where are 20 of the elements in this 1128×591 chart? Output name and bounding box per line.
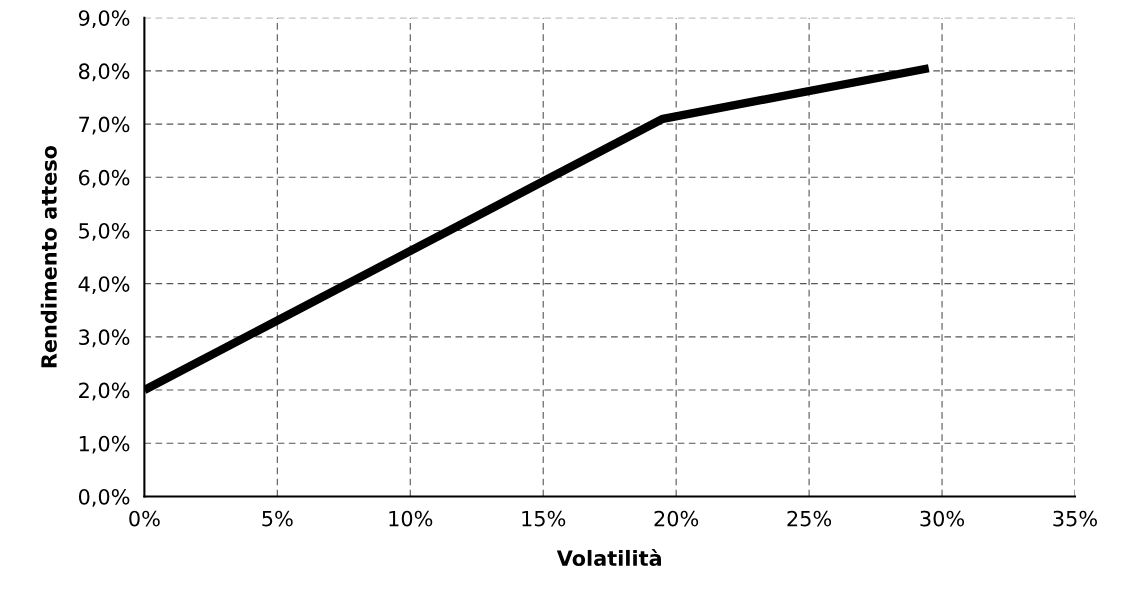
y-tick-label: 8,0% <box>78 63 130 82</box>
y-tick-label: 7,0% <box>79 116 130 135</box>
x-tick-label: 35% <box>1053 510 1097 527</box>
x-tick-label: 30% <box>920 510 965 527</box>
y-tick-label: 1,0% <box>79 435 130 454</box>
x-tick-label: 10% <box>389 510 433 527</box>
y-tick-label: 4,0% <box>78 276 130 295</box>
y-tick-label: 6,0% <box>79 169 130 188</box>
y-axis-title: Rendimento atteso <box>40 145 57 368</box>
y-tick-label: 5,0% <box>79 222 130 241</box>
y-tick-label: 2,0% <box>79 382 130 401</box>
x-tick-label: 25% <box>787 510 832 527</box>
x-axis-title: Volatilità <box>556 549 661 567</box>
x-tick-label: 20% <box>654 510 699 527</box>
x-tick-label: 5% <box>262 510 293 527</box>
y-tick-label: 0,0% <box>78 488 130 507</box>
x-tick-label: 0% <box>129 510 160 527</box>
x-tick-label: 15% <box>522 510 566 527</box>
y-tick-label: 9,0% <box>78 10 130 29</box>
y-tick-label: 3,0% <box>79 329 130 348</box>
